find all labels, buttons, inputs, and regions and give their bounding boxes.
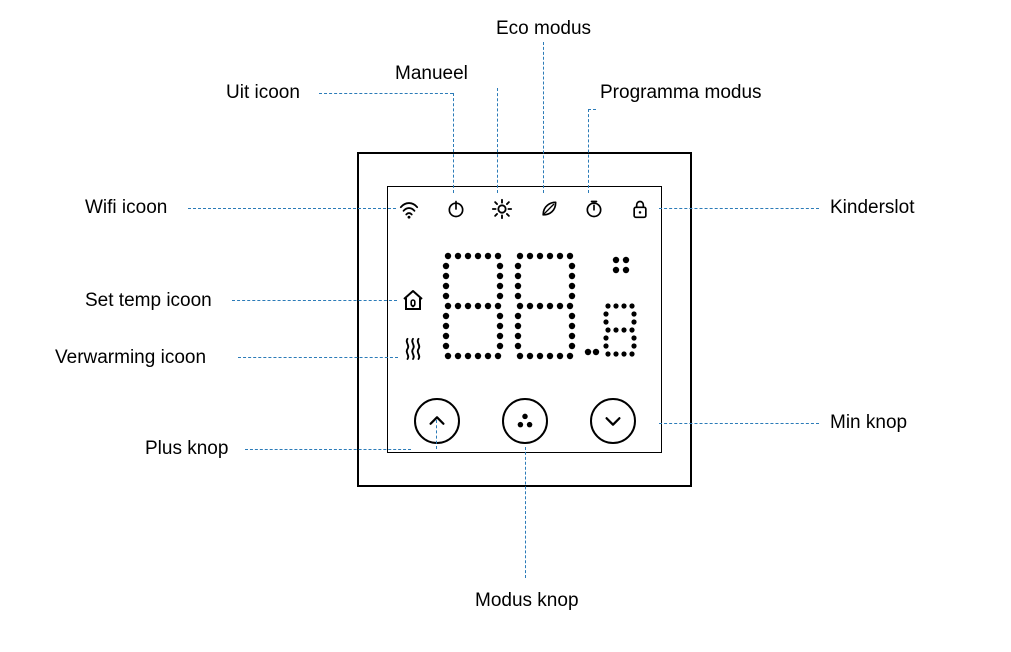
label-eco-modus: Eco modus <box>496 18 591 40</box>
label-programma-modus: Programma modus <box>600 82 762 104</box>
label-set-temp-icoon: Set temp icoon <box>85 290 212 312</box>
heat-waves-icon <box>401 336 425 360</box>
leader-line <box>659 423 819 424</box>
timer-icon <box>584 199 604 219</box>
top-icons-row <box>398 196 650 222</box>
mode-button[interactable] <box>502 398 548 444</box>
leader-line <box>588 109 596 110</box>
leader-line <box>588 109 589 193</box>
leader-line <box>525 447 526 578</box>
lock-icon <box>630 198 650 220</box>
label-wifi-icoon: Wifi icoon <box>85 197 167 219</box>
label-verwarming-icoon: Verwarming icoon <box>55 347 206 369</box>
leader-line <box>453 93 454 193</box>
label-min-knop: Min knop <box>830 412 907 434</box>
temperature-display <box>438 248 648 378</box>
leader-line <box>497 88 498 193</box>
bottom-buttons-row <box>414 398 636 444</box>
diagram-stage: { "canvas": { "width": 1011, "height": 6… <box>0 0 1011 652</box>
wifi-icon <box>398 199 420 219</box>
leader-line <box>319 93 453 94</box>
label-modus-knop: Modus knop <box>475 590 579 612</box>
power-icon <box>446 199 466 219</box>
plus-button[interactable] <box>414 398 460 444</box>
label-manueel: Manueel <box>395 63 468 85</box>
leader-line <box>188 208 396 209</box>
leader-line <box>543 42 544 193</box>
sun-icon <box>491 198 513 220</box>
leader-line <box>245 449 411 450</box>
label-kinderslot: Kinderslot <box>830 197 915 219</box>
label-plus-knop: Plus knop <box>145 438 228 460</box>
leader-line <box>232 300 397 301</box>
label-uit-icoon: Uit icoon <box>226 82 300 104</box>
minus-button[interactable] <box>590 398 636 444</box>
left-icons-col <box>401 288 425 360</box>
leader-line <box>659 208 819 209</box>
house-temp-icon <box>401 288 425 312</box>
leader-line <box>436 420 437 449</box>
leaf-icon <box>539 199 559 219</box>
leader-line <box>238 357 398 358</box>
